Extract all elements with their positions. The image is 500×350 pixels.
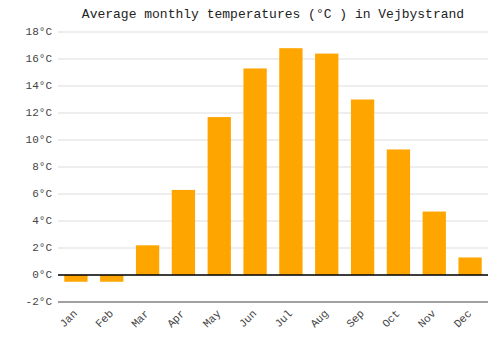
grid-line bbox=[58, 86, 488, 87]
bar bbox=[172, 190, 195, 275]
x-tick-label: Jan bbox=[58, 308, 80, 330]
bar bbox=[100, 275, 123, 282]
y-tick-label: 6°C bbox=[32, 188, 52, 200]
x-tick-label: Dec bbox=[452, 308, 474, 330]
bar bbox=[458, 257, 481, 275]
bar bbox=[243, 68, 266, 275]
bars bbox=[64, 48, 481, 282]
y-tick-label: 14°C bbox=[26, 80, 53, 92]
y-tick-label: 2°C bbox=[32, 242, 52, 254]
bar bbox=[208, 117, 231, 275]
y-tick-label: 10°C bbox=[26, 134, 53, 146]
x-tick-label: Mar bbox=[129, 308, 151, 330]
x-tick-label: Jun bbox=[237, 308, 259, 330]
y-tick-label: 0°C bbox=[32, 269, 52, 281]
bar bbox=[64, 275, 87, 282]
x-tick-label: Apr bbox=[165, 308, 187, 330]
chart: Average monthly temperatures (°C ) in Ve… bbox=[0, 0, 500, 350]
bar bbox=[136, 245, 159, 275]
y-tick-label: 12°C bbox=[26, 107, 53, 119]
grid-line bbox=[58, 302, 488, 303]
x-tick-label: Jul bbox=[273, 308, 295, 330]
grid-line bbox=[58, 194, 488, 195]
grid-line bbox=[58, 32, 488, 33]
bar bbox=[351, 100, 374, 276]
x-tick-label: Nov bbox=[416, 307, 439, 330]
y-axis: -2°C 0°C 2°C 4°C 6°C 8°C 10°C 12°C 14°C 16°C 18°C bbox=[26, 26, 488, 308]
grid-line bbox=[58, 113, 488, 114]
y-tick-label: 8°C bbox=[32, 161, 52, 173]
x-axis: Jan Feb Mar Apr May Jun Jul Aug Sep Oct Nov Dec bbox=[58, 307, 475, 330]
x-tick-label: Sep bbox=[344, 308, 366, 330]
bar bbox=[423, 212, 446, 275]
grid-line bbox=[58, 167, 488, 168]
bar bbox=[315, 54, 338, 275]
x-tick-label: Feb bbox=[93, 308, 115, 330]
grid-line bbox=[58, 275, 488, 276]
y-tick-label: -2°C bbox=[26, 296, 53, 308]
y-tick-label: 4°C bbox=[32, 215, 52, 227]
grid-line bbox=[58, 59, 488, 60]
bar bbox=[387, 149, 410, 275]
grid-line bbox=[58, 140, 488, 141]
zero-line bbox=[58, 274, 488, 276]
x-tick-label: Aug bbox=[308, 308, 330, 330]
x-tick-label: Oct bbox=[380, 308, 402, 330]
bar bbox=[279, 48, 302, 275]
y-tick-label: 18°C bbox=[26, 26, 53, 38]
chart-container: Average monthly temperatures (°C ) in Ve… bbox=[0, 0, 500, 350]
title: Average monthly temperatures (°C ) in Ve… bbox=[82, 7, 464, 22]
x-axis-line bbox=[58, 302, 488, 303]
x-tick-label: May bbox=[201, 307, 224, 330]
y-tick-label: 16°C bbox=[26, 53, 53, 65]
